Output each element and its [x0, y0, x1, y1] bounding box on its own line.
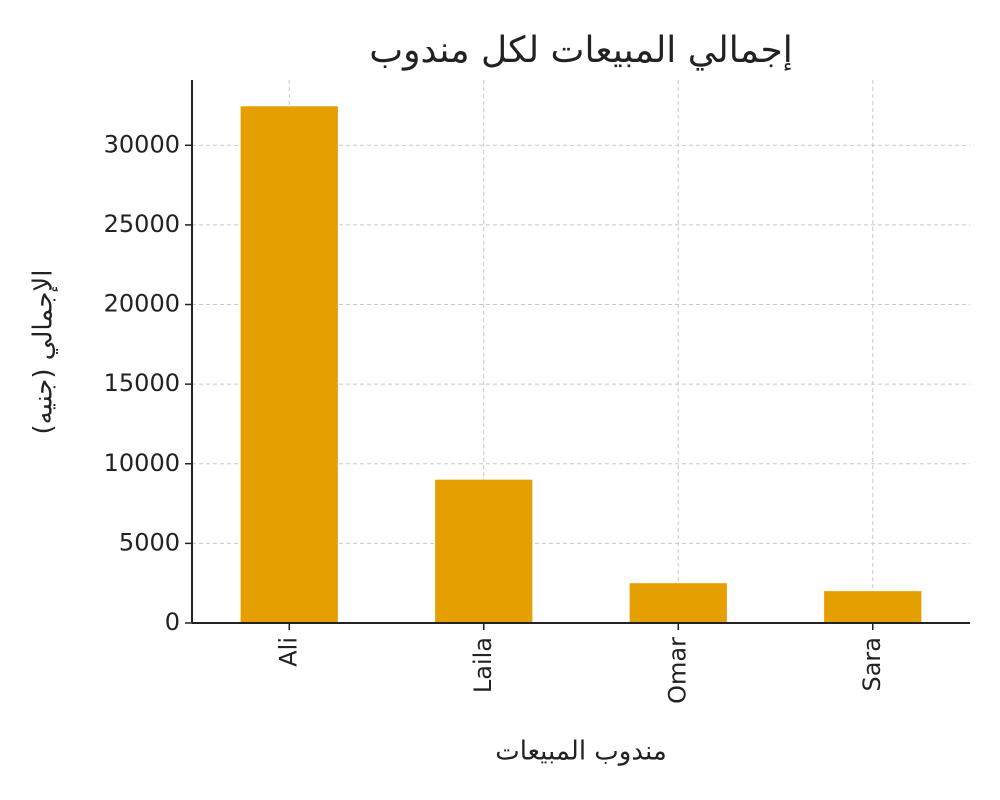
bar	[824, 591, 922, 623]
y-tick-label: 20000	[104, 290, 180, 318]
y-axis-label: الإجمالي (جنيه)	[29, 270, 59, 435]
x-tick-label: Ali	[274, 637, 302, 667]
x-axis-label: مندوب المبيعات	[495, 737, 667, 767]
x-tick-label: Omar	[663, 637, 691, 704]
chart-title: إجمالي المبيعات لكل مندوب	[369, 30, 793, 71]
x-tick-label: Laila	[469, 637, 497, 693]
y-tick-label: 5000	[119, 528, 180, 556]
y-tick-label: 15000	[104, 369, 180, 397]
y-tick-label: 30000	[104, 130, 180, 158]
y-tick-label: 25000	[104, 210, 180, 238]
x-tick-label: Sara	[858, 637, 886, 692]
bar	[240, 106, 338, 624]
y-tick-label: 10000	[104, 449, 180, 477]
bar	[629, 583, 727, 623]
y-tick-label: 0	[165, 608, 180, 636]
bar	[435, 479, 533, 623]
